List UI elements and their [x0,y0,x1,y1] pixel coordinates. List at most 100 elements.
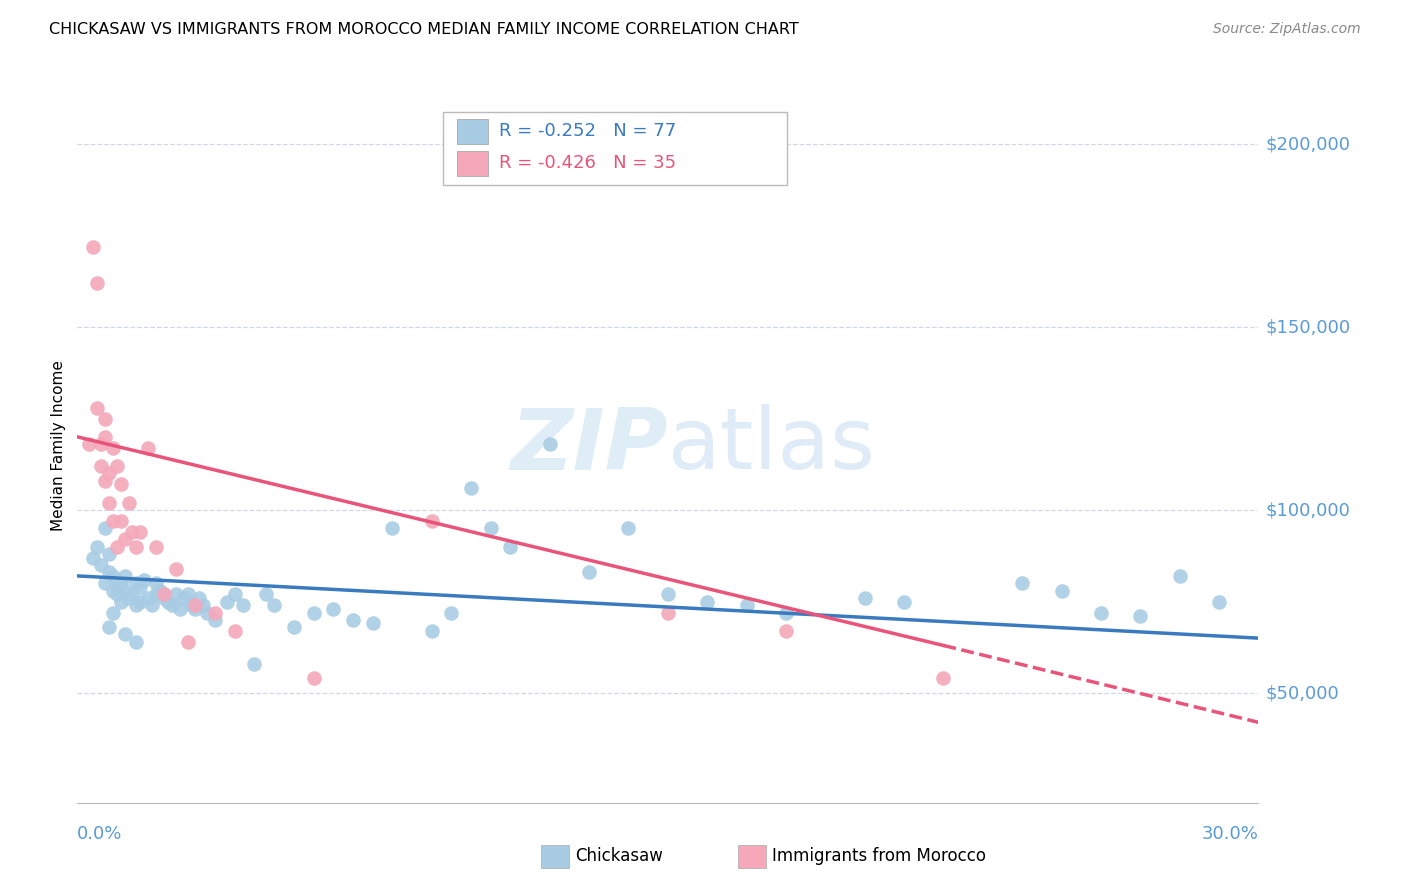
Point [94,411,117,425]
Point [165,587,187,601]
Point [180,598,202,612]
Point [114,627,136,641]
Text: Source: ZipAtlas.com: Source: ZipAtlas.com [1213,22,1361,37]
Point [188,591,211,605]
Point [263,598,285,612]
Point [156,594,179,608]
Point [224,587,246,601]
Point [125,598,148,612]
Point [77,437,100,451]
Point [153,587,176,601]
Point [195,606,218,620]
Point [184,602,207,616]
Point [578,566,600,580]
Point [94,521,117,535]
Point [114,533,136,547]
Point [94,430,117,444]
Point [165,561,187,575]
Point [145,587,167,601]
Point [538,437,561,451]
Point [1168,569,1191,583]
Point [90,558,112,572]
Point [1129,609,1152,624]
Point [125,634,148,648]
Point [302,672,325,686]
Point [381,521,404,535]
Y-axis label: Median Family Income: Median Family Income [51,360,66,532]
Point [1011,576,1033,591]
Point [110,477,132,491]
Point [696,594,718,608]
Text: 0.0%: 0.0% [77,825,122,843]
Point [121,587,143,601]
Text: CHICKASAW VS IMMIGRANTS FROM MOROCCO MEDIAN FAMILY INCOME CORRELATION CHART: CHICKASAW VS IMMIGRANTS FROM MOROCCO MED… [49,22,799,37]
Point [243,657,266,671]
Point [86,401,108,415]
Text: atlas: atlas [668,404,876,488]
Point [101,606,124,620]
Point [86,540,108,554]
Point [97,547,120,561]
Point [136,591,159,605]
Point [853,591,876,605]
Point [105,587,128,601]
Point [1050,583,1073,598]
Point [184,598,207,612]
Point [101,569,124,583]
Point [160,598,183,612]
Point [173,591,195,605]
Text: $150,000: $150,000 [1265,318,1351,336]
Point [86,276,108,290]
Point [134,573,156,587]
Point [176,634,198,648]
Point [342,613,364,627]
Point [110,594,132,608]
Text: R = -0.426   N = 35: R = -0.426 N = 35 [499,154,676,172]
Point [893,594,915,608]
Point [322,602,344,616]
Point [117,496,139,510]
Point [657,606,679,620]
Point [101,441,124,455]
Point [94,576,117,591]
Point [204,606,226,620]
Point [141,598,163,612]
Point [499,540,522,554]
Point [101,514,124,528]
Point [204,613,226,627]
Point [283,620,305,634]
Point [129,524,152,539]
Point [129,594,152,608]
Point [145,576,167,591]
Point [121,524,143,539]
Point [361,616,384,631]
Point [460,481,482,495]
Point [440,606,463,620]
Point [153,587,176,601]
Point [114,569,136,583]
Point [1090,606,1112,620]
Point [193,598,215,612]
Point [82,550,104,565]
Point [153,591,176,605]
Point [775,624,797,638]
Point [254,587,277,601]
Point [97,620,120,634]
Point [136,441,159,455]
Point [149,583,172,598]
Point [97,496,120,510]
Text: $50,000: $50,000 [1265,684,1339,702]
Point [420,624,443,638]
Point [117,591,139,605]
Point [125,540,148,554]
Text: 30.0%: 30.0% [1202,825,1258,843]
Point [97,566,120,580]
Text: Chickasaw: Chickasaw [575,847,664,865]
Point [215,594,238,608]
Point [176,587,198,601]
Point [105,540,128,554]
Point [129,580,152,594]
Point [420,514,443,528]
Point [617,521,640,535]
Point [105,580,128,594]
